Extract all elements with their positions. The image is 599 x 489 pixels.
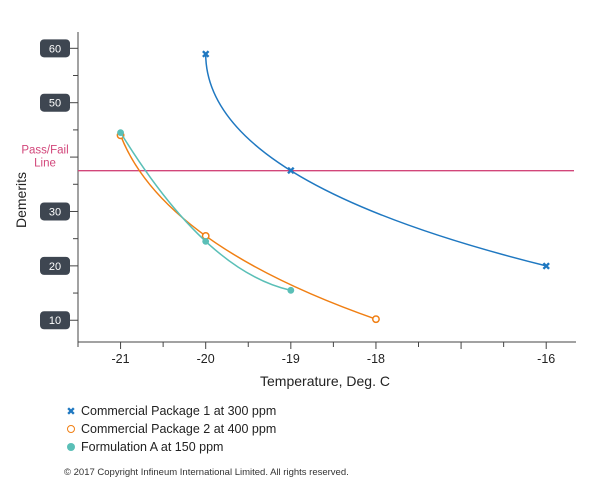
legend-item: ✖ Commercial Package 1 at 300 ppm xyxy=(64,402,276,420)
series-curve xyxy=(119,135,377,320)
y-tick-label-badge xyxy=(40,202,70,221)
legend-item: Commercial Package 2 at 400 ppm xyxy=(64,420,276,438)
y-tick-label: 60 xyxy=(49,43,61,55)
y-tick-label: 50 xyxy=(49,98,61,110)
x-tick-label: -16 xyxy=(537,352,555,366)
y-tick-label: 10 xyxy=(49,315,61,327)
legend-label: Commercial Package 2 at 400 ppm xyxy=(81,422,277,436)
open-circle-marker-icon xyxy=(64,422,78,436)
y-axis: 10 20 30 50 60 xyxy=(40,32,79,342)
data-point: ✖ xyxy=(542,260,551,273)
legend-label: Commercial Package 1 at 300 ppm xyxy=(81,404,277,418)
series-curve xyxy=(204,53,547,267)
y-tick-label-badge xyxy=(40,39,70,58)
legend-label: Formulation A at 150 ppm xyxy=(81,440,224,454)
data-point xyxy=(287,286,295,294)
y-tick-label-badge xyxy=(40,93,70,112)
x-axis-label: Temperature, Deg. C xyxy=(260,373,390,389)
y-axis-label: Demerits xyxy=(13,172,29,228)
series-group: ✖ ✖ ✖ xyxy=(116,48,551,324)
y-tick-label-badge xyxy=(40,256,70,275)
data-point xyxy=(202,237,210,245)
x-tick-label: -19 xyxy=(282,352,300,366)
x-tick-label: -20 xyxy=(197,352,215,366)
x-tick-label: -21 xyxy=(112,352,130,366)
y-tick-label: 30 xyxy=(49,206,61,218)
pass-fail-label: Pass/Fail xyxy=(21,145,68,157)
dot-marker-icon xyxy=(64,440,78,454)
legend-item: Formulation A at 150 ppm xyxy=(64,438,276,456)
data-point: ✖ xyxy=(286,165,295,178)
legend: ✖ Commercial Package 1 at 300 ppm Commer… xyxy=(64,402,276,456)
copyright-notice: © 2017 Copyright Infineum International … xyxy=(64,467,349,478)
y-tick-label-badge xyxy=(40,311,70,330)
y-tick-label: 20 xyxy=(49,261,61,273)
pass-fail-label: Line xyxy=(34,158,56,170)
chart-canvas: 10 20 30 50 60 -21 -20 -19 -18 -16 Pass/FailLine… xyxy=(13,32,576,389)
x-axis: -21 -20 -19 -18 -16 xyxy=(77,341,576,366)
data-point xyxy=(117,129,124,137)
data-point xyxy=(371,315,380,324)
x-marker-icon: ✖ xyxy=(66,405,76,418)
x-tick-label: -18 xyxy=(367,352,385,366)
series-curve xyxy=(119,132,291,292)
data-point: ✖ xyxy=(201,48,210,61)
